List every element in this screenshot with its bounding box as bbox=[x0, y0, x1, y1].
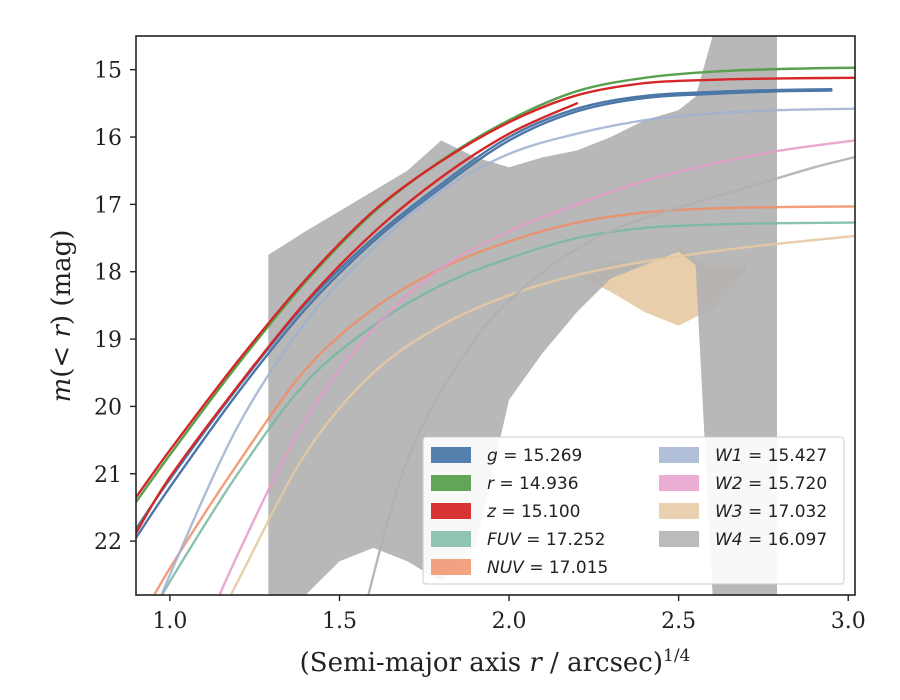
legend-label: W3 = 17.032 bbox=[715, 502, 827, 522]
legend-label: FUV = 17.252 bbox=[487, 530, 605, 550]
curve-fuv-1 bbox=[160, 221, 855, 595]
plot-frame bbox=[135, 35, 856, 596]
legend-entry-w3: W3 = 17.032 bbox=[659, 502, 827, 522]
legend-swatch bbox=[659, 503, 699, 519]
legend-entry-fuv: FUV = 17.252 bbox=[431, 530, 605, 550]
curve-w1-1 bbox=[160, 107, 855, 595]
curve-z-1 bbox=[136, 76, 855, 499]
legend-entry-z: z = 15.100 bbox=[431, 502, 580, 522]
curve-z-2 bbox=[136, 102, 579, 535]
y-tick-label: 21 bbox=[94, 463, 122, 488]
curve-w4-1 bbox=[367, 156, 855, 595]
x-tick-label: 2.5 bbox=[661, 609, 696, 634]
x-tick-label: 2.0 bbox=[492, 609, 527, 634]
x-axis: 1.0 1.5 2.0 2.5 3.0 bbox=[152, 595, 866, 634]
legend-label: W2 = 15.720 bbox=[715, 474, 827, 494]
x-tick-label: 1.5 bbox=[322, 609, 357, 634]
x-tick-label: 1.0 bbox=[152, 609, 187, 634]
uncertainty-bands bbox=[268, 36, 777, 595]
legend-entry-g: g = 15.269 bbox=[431, 446, 582, 466]
y-axis-title: m(< r) (mag) bbox=[47, 230, 77, 403]
plot-area bbox=[136, 36, 855, 595]
legend-entry-r: r = 14.936 bbox=[431, 474, 579, 494]
legend-label: r = 14.936 bbox=[487, 474, 579, 494]
curve-w3-1 bbox=[229, 234, 855, 595]
legend-label: W1 = 15.427 bbox=[715, 446, 827, 466]
legend-entry-w2: W2 = 15.720 bbox=[659, 474, 827, 494]
legend-label: z = 15.100 bbox=[486, 502, 580, 522]
legend-swatch bbox=[431, 503, 471, 519]
band-w4 bbox=[268, 36, 777, 595]
y-tick-label: 17 bbox=[94, 193, 122, 218]
curve-nuv-1 bbox=[152, 205, 855, 595]
legend-swatch bbox=[431, 559, 471, 575]
y-tick-label: 18 bbox=[94, 261, 122, 286]
legend-swatch bbox=[659, 531, 699, 547]
legend-label: g = 15.269 bbox=[487, 446, 582, 466]
curve-g-1 bbox=[136, 89, 833, 539]
legend-label: W4 = 16.097 bbox=[715, 530, 827, 550]
legend-swatch bbox=[431, 475, 471, 491]
curve-w2-1 bbox=[218, 139, 855, 595]
legend-swatch bbox=[659, 447, 699, 463]
y-tick-label: 20 bbox=[94, 395, 122, 420]
growth-curves bbox=[136, 66, 855, 595]
legend: g = 15.269 r = 14.936 z = 15.100 FUV = 17.2… bbox=[422, 436, 845, 585]
legend-label: NUV = 17.015 bbox=[487, 558, 608, 578]
legend-swatch bbox=[431, 531, 471, 547]
legend-entry-w4: W4 = 16.097 bbox=[659, 530, 827, 550]
legend-entry-w1: W1 = 15.427 bbox=[659, 446, 827, 466]
legend-swatch bbox=[659, 475, 699, 491]
y-tick-label: 16 bbox=[94, 126, 122, 151]
y-axis: 15 16 17 18 19 20 21 22 bbox=[94, 59, 136, 555]
y-tick-label: 22 bbox=[94, 530, 122, 555]
legend-entry-nuv: NUV = 17.015 bbox=[431, 558, 608, 578]
legend-box bbox=[422, 436, 845, 585]
y-tick-label: 15 bbox=[94, 59, 122, 84]
y-tick-label: 19 bbox=[94, 328, 122, 353]
legend-entries: g = 15.269 r = 14.936 z = 15.100 FUV = 17.2… bbox=[431, 446, 827, 578]
x-axis-title: (Semi-major axis r / arcsec)1/4 bbox=[300, 646, 691, 678]
legend-swatch bbox=[431, 447, 471, 463]
x-tick-label: 3.0 bbox=[831, 609, 866, 634]
